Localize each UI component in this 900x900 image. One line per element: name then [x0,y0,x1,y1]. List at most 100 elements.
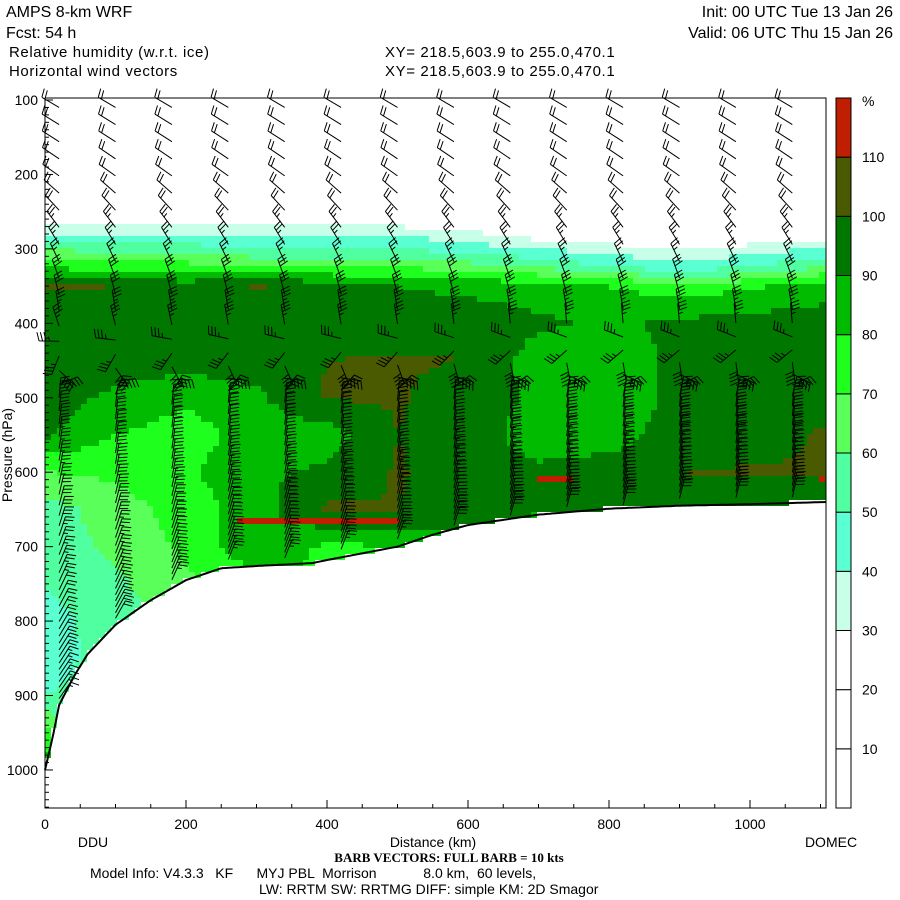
rh-cell [411,398,519,404]
rh-cell [285,476,387,482]
rh-cell [405,482,826,488]
wind-barb [103,203,116,228]
rh-cell [63,602,141,608]
wind-barb [547,321,567,338]
wind-barb [281,365,294,390]
wind-barb [58,676,80,694]
rh-cell [45,614,75,620]
rh-cell [435,290,639,296]
wind-barb [670,237,680,262]
wind-barb [58,495,74,516]
wind-barb [58,645,79,664]
wind-barb [115,534,132,554]
rh-cell [315,524,459,530]
colorbar-swatch [835,570,852,631]
wind-barb [726,237,737,262]
y-tick-label: 700 [15,539,39,555]
rh-cell [807,266,826,272]
rh-cell [69,266,423,272]
wind-barb [115,463,129,485]
wind-barb [340,379,352,402]
wind-barb [227,434,241,456]
wind-barb [171,500,187,521]
rh-cell [285,410,393,416]
wind-barb [735,452,749,474]
wind-barb [161,220,173,245]
rh-cell [81,644,93,650]
wind-barb [217,220,229,245]
wind-barb [375,351,398,368]
right-station-label: DOMEC [805,834,857,850]
wind-barb [397,465,411,486]
wind-barb [679,430,692,452]
wind-barb [735,375,761,389]
rh-cell [621,446,801,452]
wind-barb [791,412,804,435]
field1-xy: XY= 218.5,603.9 to 255.0,470.1 [385,44,615,61]
rh-cell [345,440,507,446]
wind-barb [58,415,71,437]
wind-barb [453,408,466,430]
rh-cell [45,392,99,398]
wind-barb [431,350,455,366]
rh-cell [141,596,153,602]
wind-barb [333,253,345,279]
rh-cell [75,620,117,626]
rh-cell [45,440,99,446]
wind-barb [58,376,84,389]
rh-cell [45,590,51,596]
wind-barb [622,422,635,444]
wind-barb [622,375,648,389]
rh-cell [45,248,75,254]
y-axis-title: Pressure (hPa) [0,408,15,502]
wind-barb [154,122,173,143]
wind-barb [735,403,748,426]
rh-cell [81,518,159,524]
wind-barb [58,618,79,637]
wind-barb [58,389,71,412]
rh-cell [645,266,717,272]
rh-cell [441,362,513,368]
rh-cell [393,422,399,428]
rh-cell [45,554,105,560]
rh-cell [207,374,321,380]
wind-barb [53,270,64,295]
rh-cell [117,482,207,488]
wind-barb [453,452,467,474]
wind-barb [453,474,468,496]
rh-cell [45,350,519,356]
rh-cell [555,266,645,272]
colorbar-swatch [835,97,852,158]
rh-cell [129,584,171,590]
rh-cell [75,248,429,254]
wind-barb [171,427,184,449]
rh-cell [99,476,201,482]
rh-cell [159,416,201,422]
rh-cell [267,284,399,290]
rh-cell [45,362,327,368]
wind-barb [115,509,131,530]
rh-cell [291,470,387,476]
wind-barb [340,505,357,526]
rh-cell [99,548,177,554]
rh-cell [117,566,189,572]
rh-cell [639,272,729,278]
wind-barb [207,325,229,340]
rh-cell [45,266,69,272]
wind-barb [115,501,131,522]
wind-barb [383,187,398,211]
wind-barb [340,391,353,414]
wind-barb [51,253,63,279]
wind-barbs [36,88,817,699]
rh-cell [321,542,363,548]
y-tick-label: 800 [15,613,39,629]
colorbar-label: 110 [862,149,885,165]
rh-cell [819,302,826,308]
rh-cell [45,686,57,692]
wind-barb [58,516,75,536]
rh-cell [411,470,687,476]
rh-cell [591,452,795,458]
wind-barb [284,533,301,553]
wind-barb [115,526,132,546]
wind-barb [115,518,131,538]
